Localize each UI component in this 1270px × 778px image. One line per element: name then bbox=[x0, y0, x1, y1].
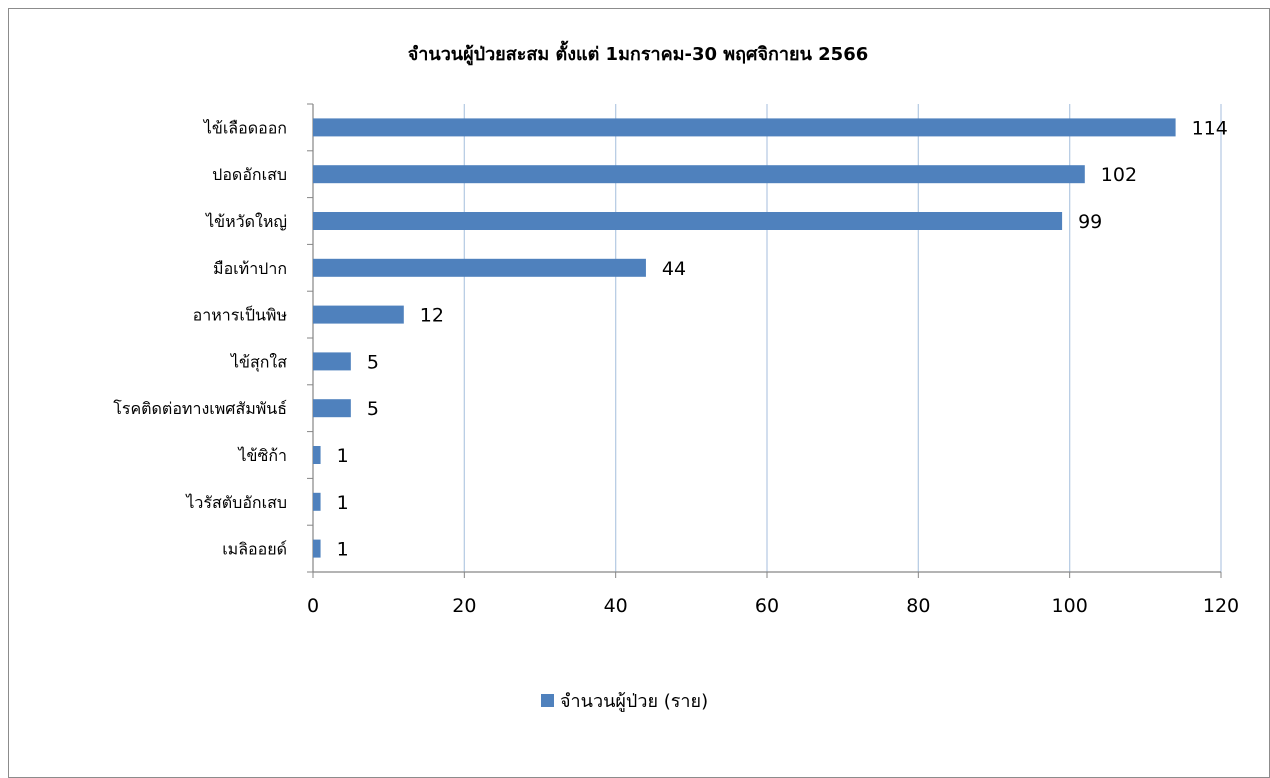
bar bbox=[313, 446, 321, 464]
bar bbox=[313, 258, 646, 277]
data-label: 99 bbox=[1078, 211, 1102, 233]
bars bbox=[313, 118, 1176, 558]
category-label: ไข้เลือดออก bbox=[202, 118, 287, 137]
x-tick-label: 60 bbox=[755, 595, 779, 617]
category-label: มือเท้าปาก bbox=[213, 259, 287, 278]
x-tick-label: 40 bbox=[604, 595, 628, 617]
bar bbox=[313, 165, 1085, 184]
legend-swatch bbox=[541, 694, 554, 707]
legend-label: จำนวนผู้ป่วย (ราย) bbox=[560, 691, 708, 712]
data-label: 102 bbox=[1101, 164, 1137, 186]
category-label: ไข้หวัดใหญ่ bbox=[204, 212, 287, 231]
bar bbox=[313, 212, 1063, 230]
data-label: 1 bbox=[337, 492, 349, 514]
data-label: 5 bbox=[367, 351, 379, 373]
bar bbox=[313, 352, 351, 371]
data-label: 1 bbox=[337, 445, 349, 467]
category-label: ไข้สุกใส bbox=[229, 352, 287, 372]
category-label: ปอดอักเสบ bbox=[212, 165, 287, 184]
x-tick-label: 120 bbox=[1203, 595, 1239, 617]
bar bbox=[313, 305, 404, 324]
bar bbox=[313, 539, 321, 558]
legend: จำนวนผู้ป่วย (ราย) bbox=[541, 691, 708, 712]
category-label: โรคติดต่อทางเพศสัมพันธ์ bbox=[113, 399, 287, 418]
data-label: 1 bbox=[337, 539, 349, 561]
category-label: อาหารเป็นพิษ bbox=[193, 305, 287, 325]
x-tick-label: 0 bbox=[307, 595, 319, 617]
labels: 0 20 40 60 80 100 120 ไข้เลือดออก 114 ปอดอักเสบ 10… bbox=[113, 117, 1239, 617]
category-label: ไวรัสตับอักเสบ bbox=[184, 493, 287, 512]
bar bbox=[313, 492, 321, 511]
x-tick-label: 100 bbox=[1052, 595, 1088, 617]
category-label: ไข้ซิก้า bbox=[236, 446, 287, 465]
chart-title: จำนวนผู้ป่วยสะสม ตั้งแต่ 1มกราคม-30 พฤศจ… bbox=[408, 40, 869, 66]
bar bbox=[313, 399, 351, 418]
data-label: 5 bbox=[367, 398, 379, 420]
x-tick-label: 80 bbox=[906, 595, 930, 617]
data-label: 44 bbox=[662, 258, 686, 280]
data-label: 114 bbox=[1192, 117, 1228, 139]
bar bbox=[313, 118, 1176, 137]
x-tick-label: 20 bbox=[452, 595, 476, 617]
data-label: 12 bbox=[420, 305, 444, 327]
category-label: เมลิออยด์ bbox=[222, 540, 287, 559]
